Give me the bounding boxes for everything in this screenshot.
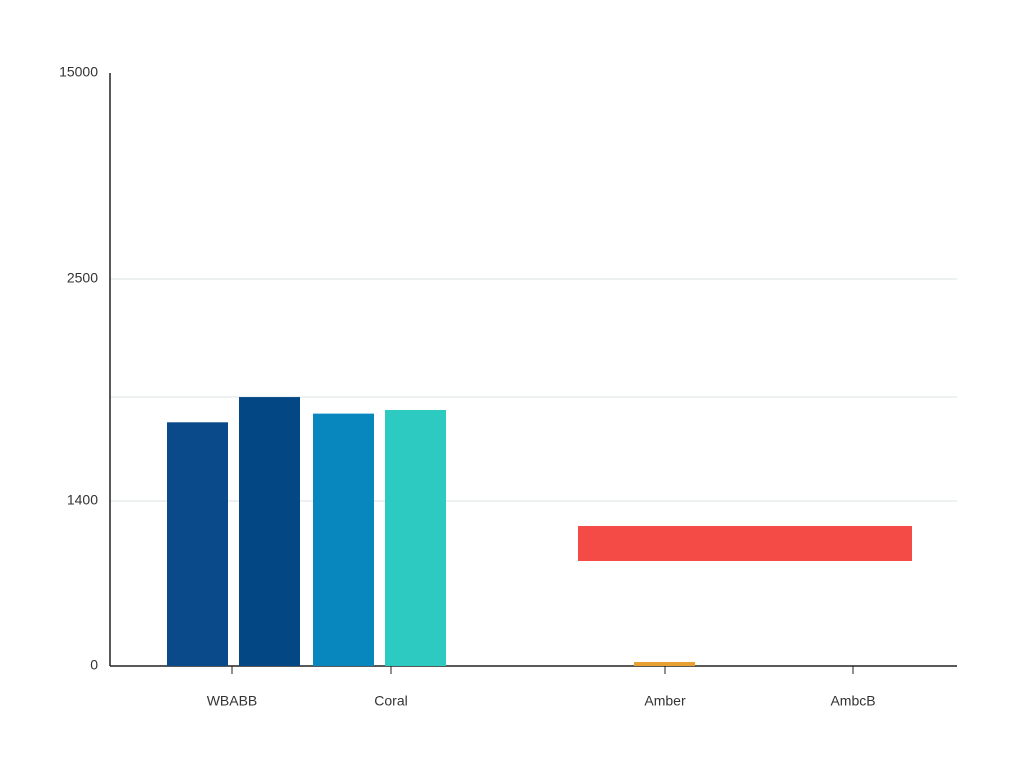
- floating-bar: [578, 525, 912, 561]
- bar: [634, 661, 695, 666]
- bar: [313, 413, 374, 666]
- y-tick-label: 0: [90, 657, 98, 673]
- y-tick-label: 2500: [67, 270, 98, 286]
- x-tick-label: WBABB: [207, 693, 258, 709]
- y-tick-label: 1400: [67, 492, 98, 508]
- x-tick-label: Amber: [644, 693, 686, 709]
- bar: [167, 422, 228, 666]
- x-tick-label: AmbcB: [830, 693, 875, 709]
- bar: [385, 409, 446, 666]
- y-tick-label: 15000: [59, 64, 98, 80]
- bar: [239, 397, 300, 666]
- x-tick-label: Coral: [374, 693, 407, 709]
